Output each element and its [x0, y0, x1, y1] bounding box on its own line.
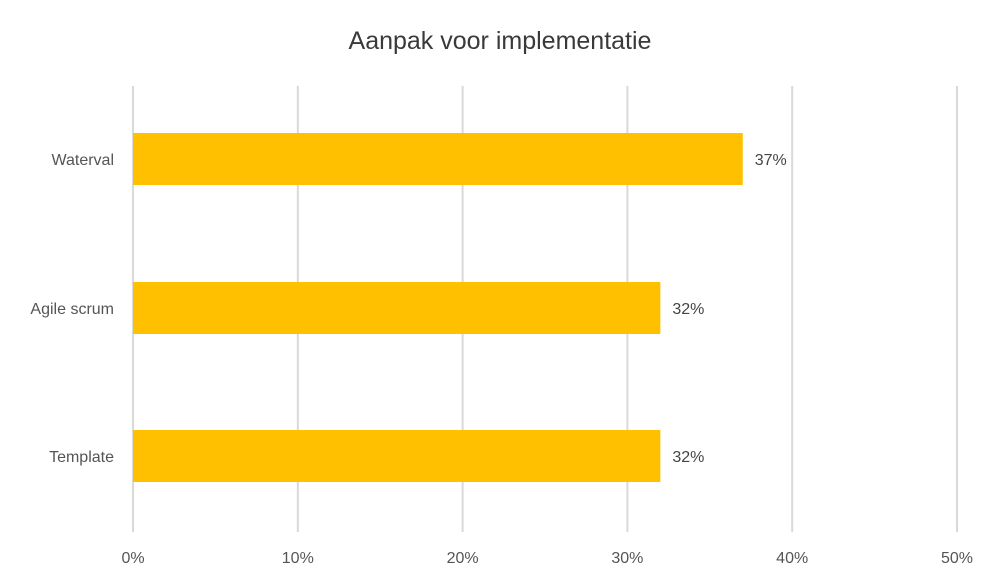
- bar: [133, 133, 743, 185]
- category-label: Template: [49, 449, 114, 466]
- x-tick-label: 0%: [121, 550, 144, 567]
- x-tick-label: 40%: [776, 550, 808, 567]
- data-labels: 37% 32% 32%: [672, 152, 786, 466]
- category-label: Waterval: [51, 152, 114, 169]
- data-label: 32%: [672, 449, 704, 466]
- bar: [133, 282, 661, 334]
- x-tick-labels: 0% 10% 20% 30% 40% 50%: [121, 550, 973, 567]
- category-label: Agile scrum: [30, 301, 114, 318]
- bars: [133, 133, 743, 482]
- data-label: 32%: [672, 301, 704, 318]
- chart-title: Aanpak voor implementatie: [349, 27, 652, 55]
- x-tick-label: 50%: [941, 550, 973, 567]
- x-tick-label: 10%: [282, 550, 314, 567]
- x-tick-label: 30%: [611, 550, 643, 567]
- category-labels: Waterval Agile scrum Template: [30, 152, 114, 466]
- x-tick-label: 20%: [447, 550, 479, 567]
- data-label: 37%: [755, 152, 787, 169]
- bar: [133, 430, 661, 482]
